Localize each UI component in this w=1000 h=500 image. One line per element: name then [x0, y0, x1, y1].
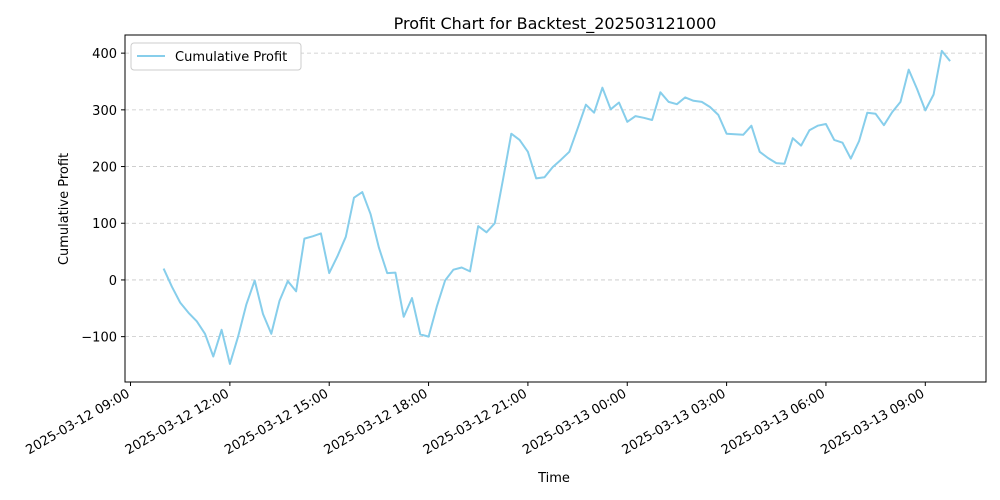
grid-lines	[125, 52, 986, 338]
legend: Cumulative Profit	[130, 42, 302, 71]
x-tick-label: 2025-03-12 18:00	[322, 386, 431, 458]
x-axis-label: Time	[537, 471, 570, 486]
y-tick-label: 400	[92, 47, 117, 62]
y-tick-label: −100	[81, 331, 117, 346]
y-tick-label: 100	[92, 217, 117, 232]
chart-title: Profit Chart for Backtest_202503121000	[394, 14, 717, 34]
x-tick-label: 2025-03-12 15:00	[222, 386, 331, 458]
y-axis-label: Cumulative Profit	[57, 153, 72, 265]
legend-label: Cumulative Profit	[175, 50, 287, 65]
data-points	[164, 51, 951, 364]
y-tick-label: 0	[109, 274, 117, 289]
y-tick-label: 200	[92, 161, 117, 176]
x-tick-label: 2025-03-12 12:00	[123, 386, 232, 458]
x-tick-label: 2025-03-12 09:00	[24, 386, 133, 458]
plot-area-frame	[124, 34, 987, 383]
x-tick-label: 2025-03-13 06:00	[719, 386, 828, 458]
x-tick-label: 2025-03-13 03:00	[620, 386, 729, 458]
x-tick-label: 2025-03-12 21:00	[421, 386, 530, 458]
x-tick-label: 2025-03-13 09:00	[818, 386, 927, 458]
cumulative-profit-line	[162, 49, 951, 365]
legend-box	[130, 42, 302, 71]
y-tick-label: 300	[92, 104, 117, 119]
x-tick-label: 2025-03-13 00:00	[520, 386, 629, 458]
y-axis: −100 0 100 200 300 400	[81, 47, 125, 346]
